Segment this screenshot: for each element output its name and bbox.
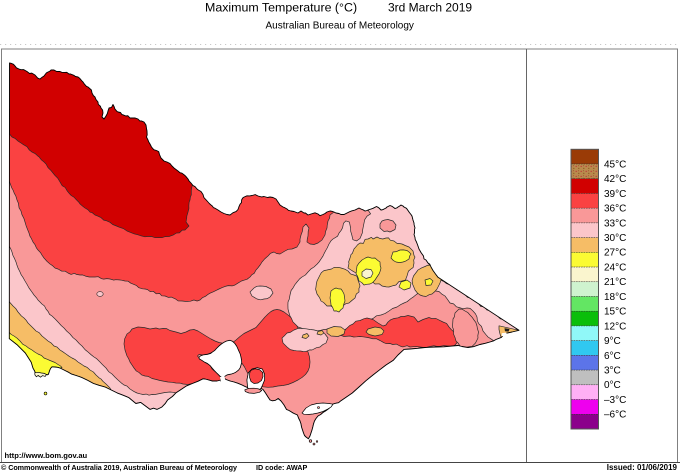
svg-text:33°C: 33°C <box>604 218 626 229</box>
svg-text:30°C: 30°C <box>604 233 626 244</box>
svg-text:–3°C: –3°C <box>604 395 626 406</box>
svg-text:Issued: 01/06/2019: Issued: 01/06/2019 <box>607 463 678 472</box>
svg-text:39°C: 39°C <box>604 189 626 200</box>
svg-text:3°C: 3°C <box>604 366 621 377</box>
svg-text:18°C: 18°C <box>604 292 626 303</box>
svg-text:21°C: 21°C <box>604 277 626 288</box>
svg-text:http://www.bom.gov.au: http://www.bom.gov.au <box>5 451 88 460</box>
svg-text:15°C: 15°C <box>604 307 626 318</box>
svg-text:45°C: 45°C <box>604 159 626 170</box>
svg-text:–6°C: –6°C <box>604 410 626 421</box>
svg-text:12°C: 12°C <box>604 321 626 332</box>
svg-text:ID code: AWAP: ID code: AWAP <box>256 463 307 472</box>
svg-text:27°C: 27°C <box>604 248 626 259</box>
svg-text:36°C: 36°C <box>604 204 626 215</box>
svg-text:3rd March 2019: 3rd March 2019 <box>388 1 472 15</box>
svg-text:42°C: 42°C <box>604 174 626 185</box>
svg-text:Australian Bureau of Meteorolo: Australian Bureau of Meteorology <box>266 21 414 32</box>
svg-text:0°C: 0°C <box>604 380 621 391</box>
svg-text:Maximum Temperature (°C): Maximum Temperature (°C) <box>205 1 357 15</box>
svg-text:6°C: 6°C <box>604 351 621 362</box>
svg-text:24°C: 24°C <box>604 262 626 273</box>
svg-text:© Commonwealth of Australia 20: © Commonwealth of Australia 2019, Austra… <box>1 463 237 472</box>
svg-text:9°C: 9°C <box>604 336 621 347</box>
